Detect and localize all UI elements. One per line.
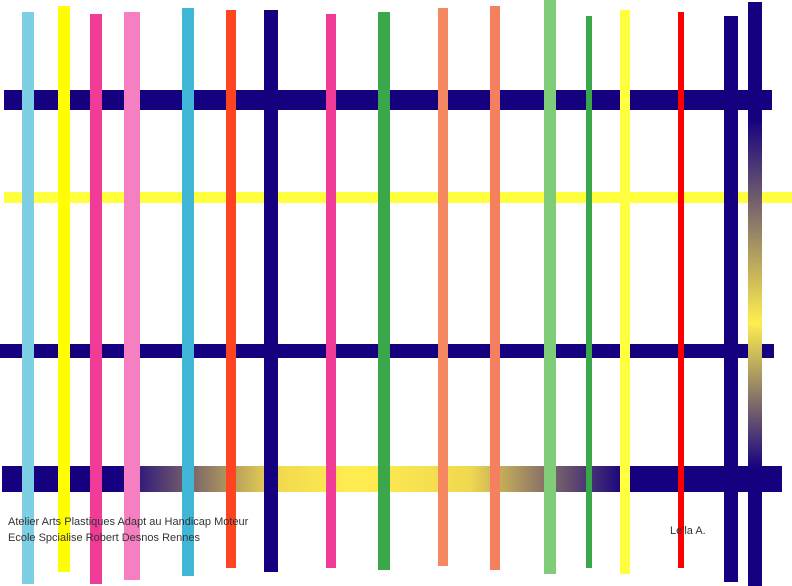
bar bbox=[490, 6, 500, 570]
bar bbox=[438, 8, 448, 566]
bar bbox=[2, 466, 782, 492]
bar bbox=[22, 12, 34, 584]
bar bbox=[124, 12, 140, 580]
bar bbox=[264, 10, 278, 572]
bar bbox=[724, 16, 738, 582]
credit-line: Ecole Spcialise Robert Desnos Rennes bbox=[8, 532, 200, 544]
bar bbox=[182, 8, 194, 576]
bar bbox=[226, 10, 236, 568]
bar bbox=[678, 12, 684, 568]
bar bbox=[620, 10, 630, 574]
bar bbox=[4, 192, 792, 203]
bar bbox=[58, 6, 70, 572]
bar bbox=[544, 0, 556, 574]
bar bbox=[378, 12, 390, 570]
bar bbox=[586, 16, 592, 568]
bar bbox=[748, 2, 762, 586]
bar bbox=[90, 14, 102, 584]
bar bbox=[326, 14, 336, 568]
horizontal-bars bbox=[0, 90, 792, 492]
author: Le'la A. bbox=[670, 525, 706, 537]
vertical-bars bbox=[22, 0, 762, 586]
credit-line: Atelier Arts Plastiques Adapt au Handica… bbox=[8, 516, 249, 528]
